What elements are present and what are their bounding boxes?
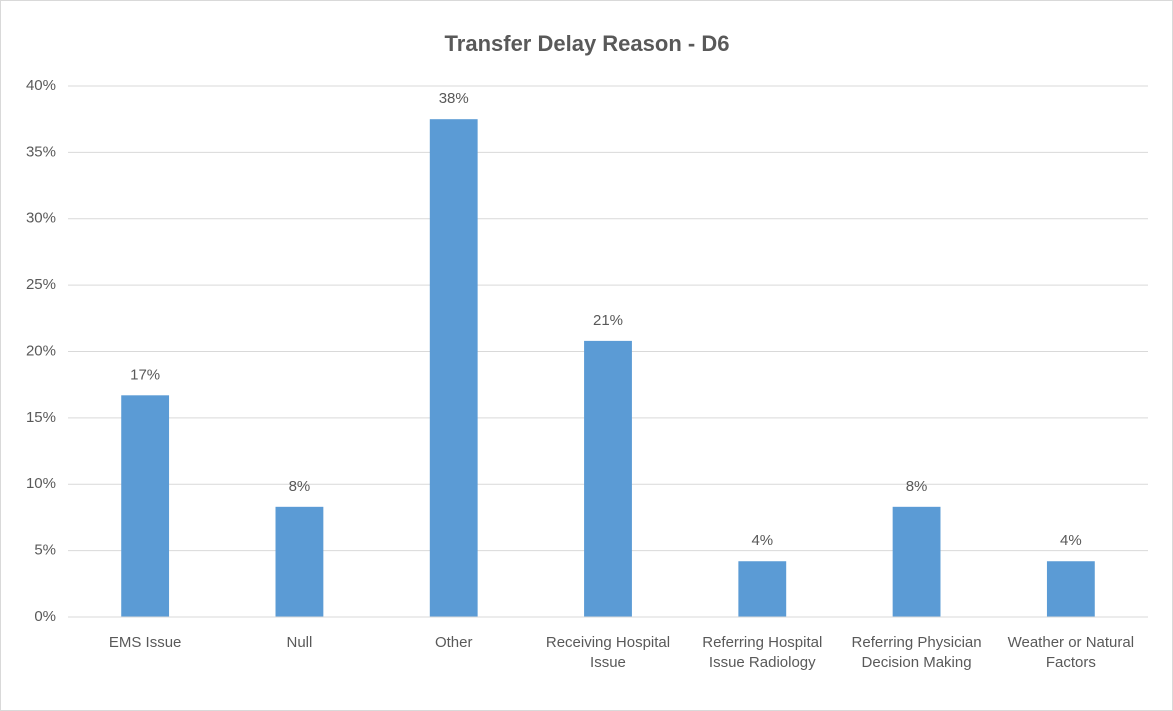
data-label: 21% (593, 312, 623, 329)
y-tick-label: 25% (26, 276, 56, 293)
data-label: 17% (130, 366, 160, 383)
x-tick-label: Null (286, 634, 313, 651)
x-tick-label: Referring Physician Decision Making (851, 634, 982, 671)
x-tick-label: Referring Hospital Issue Radiology (702, 634, 823, 671)
data-label: 4% (751, 532, 773, 549)
x-tick-label: Weather or Natural Factors (1007, 634, 1135, 671)
data-label: 8% (906, 478, 928, 495)
data-label: 8% (289, 478, 311, 495)
y-tick-label: 35% (26, 143, 56, 160)
y-tick-label: 30% (26, 210, 56, 227)
data-label: 4% (1060, 532, 1082, 549)
bar (275, 506, 324, 617)
bar (429, 119, 478, 617)
bar (121, 395, 170, 617)
y-tick-label: 40% (26, 77, 56, 94)
data-label: 38% (439, 90, 469, 107)
bar (1046, 561, 1095, 617)
bar (584, 340, 632, 617)
bar (738, 561, 787, 617)
y-tick-label: 0% (34, 608, 56, 625)
y-tick-label: 15% (26, 409, 56, 426)
bar (892, 506, 941, 617)
x-tick-label: Receiving Hospital Issue (545, 634, 671, 671)
y-tick-label: 20% (26, 342, 56, 359)
y-tick-label: 5% (34, 542, 56, 559)
x-tick-label: EMS Issue (108, 634, 182, 651)
y-tick-label: 10% (26, 475, 56, 492)
x-tick-label: Other (434, 634, 473, 651)
chart-title: Transfer Delay Reason - D6 (445, 31, 730, 56)
